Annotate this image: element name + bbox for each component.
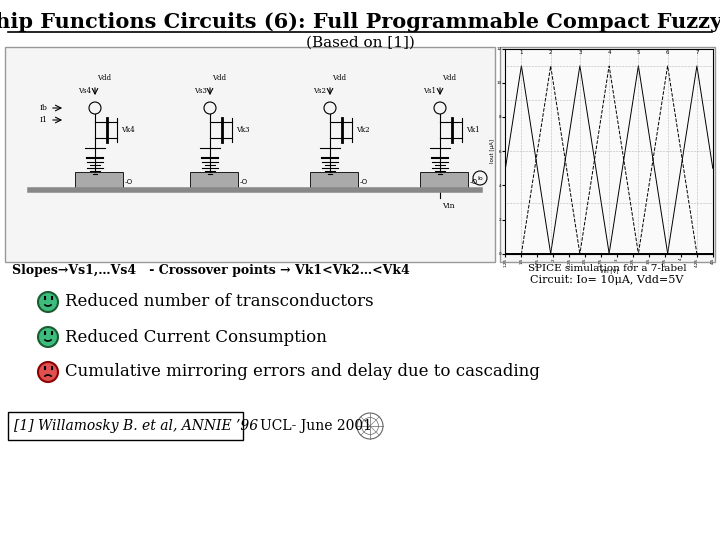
Text: Membership Functions Circuits (6): Full Programmable Compact Fuzzy Partition: Membership Functions Circuits (6): Full … xyxy=(0,12,720,32)
Text: UCL- June 2001: UCL- June 2001 xyxy=(260,419,372,433)
Text: Vdd: Vdd xyxy=(442,74,456,82)
Text: 5: 5 xyxy=(636,50,640,56)
Text: Reduced number of transconductors: Reduced number of transconductors xyxy=(65,294,374,310)
Text: Vk1: Vk1 xyxy=(466,126,480,134)
Text: Vdd: Vdd xyxy=(332,74,346,82)
FancyBboxPatch shape xyxy=(75,172,123,190)
FancyBboxPatch shape xyxy=(500,47,715,262)
Y-axis label: Iout [μA]: Iout [μA] xyxy=(490,139,495,163)
Text: Vk2: Vk2 xyxy=(356,126,369,134)
Text: Vk4: Vk4 xyxy=(121,126,135,134)
Text: Vin: Vin xyxy=(441,202,454,210)
Text: Slopes→Vs1,…Vs4   - Crossover points → Vk1<Vk2…<Vk4: Slopes→Vs1,…Vs4 - Crossover points → Vk1… xyxy=(12,264,410,277)
Text: Vdd: Vdd xyxy=(97,74,111,82)
FancyBboxPatch shape xyxy=(5,47,495,262)
Text: Vs3: Vs3 xyxy=(194,87,207,95)
Text: -O: -O xyxy=(470,179,478,185)
Text: 1: 1 xyxy=(520,50,523,56)
Text: 3: 3 xyxy=(578,50,582,56)
Text: Cumulative mirroring errors and delay due to cascading: Cumulative mirroring errors and delay du… xyxy=(65,363,540,381)
Text: 4: 4 xyxy=(608,50,611,56)
Text: Vs4: Vs4 xyxy=(78,87,91,95)
Text: I1: I1 xyxy=(40,116,48,124)
Text: Io: Io xyxy=(477,176,483,180)
Text: Vdd: Vdd xyxy=(212,74,226,82)
FancyBboxPatch shape xyxy=(310,172,358,190)
Circle shape xyxy=(38,292,58,312)
Circle shape xyxy=(38,327,58,347)
Text: Vk3: Vk3 xyxy=(236,126,250,134)
Text: [1] Willamosky B. et al, ANNIE ’96: [1] Willamosky B. et al, ANNIE ’96 xyxy=(14,419,258,433)
Text: Ib: Ib xyxy=(40,104,48,112)
FancyBboxPatch shape xyxy=(8,412,243,440)
Text: 7: 7 xyxy=(695,50,698,56)
X-axis label: Vin [V]: Vin [V] xyxy=(600,268,618,273)
Text: (Based on [1]): (Based on [1]) xyxy=(305,36,415,50)
Text: 2: 2 xyxy=(549,50,552,56)
Text: SPICE simulation for a 7-label: SPICE simulation for a 7-label xyxy=(528,264,686,273)
Text: Vs2: Vs2 xyxy=(313,87,326,95)
Circle shape xyxy=(38,362,58,382)
Text: -O: -O xyxy=(360,179,368,185)
Text: Vs1: Vs1 xyxy=(423,87,436,95)
Text: -O: -O xyxy=(125,179,133,185)
Text: 6: 6 xyxy=(666,50,670,56)
Text: Circuit: Io= 10μA, Vdd=5V: Circuit: Io= 10μA, Vdd=5V xyxy=(531,275,684,285)
Text: Reduced Current Consumption: Reduced Current Consumption xyxy=(65,328,327,346)
FancyBboxPatch shape xyxy=(190,172,238,190)
FancyBboxPatch shape xyxy=(420,172,468,190)
Text: -O: -O xyxy=(240,179,248,185)
